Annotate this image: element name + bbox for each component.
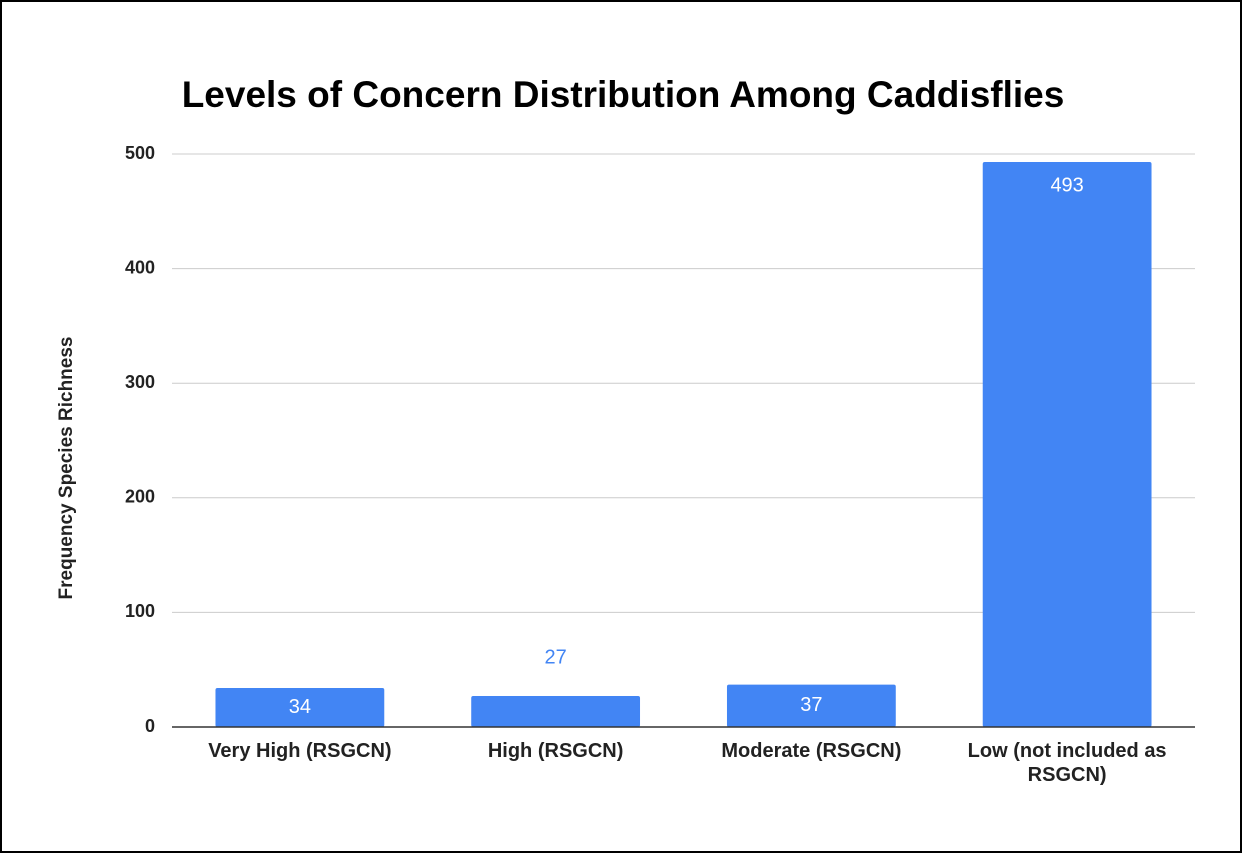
y-tick-label: 200: [125, 487, 155, 507]
bar: [471, 696, 641, 727]
x-tick-label: Moderate (RSGCN): [721, 740, 902, 762]
data-label: 37: [800, 694, 822, 716]
data-label: 34: [289, 696, 311, 718]
x-tick-label: High (RSGCN): [487, 740, 624, 762]
x-tick-label: Low (not included as RSGCN): [967, 740, 1167, 786]
y-tick-label: 0: [145, 716, 155, 736]
y-tick-label: 500: [125, 143, 155, 163]
bar: [726, 684, 896, 727]
bar: [982, 162, 1152, 728]
data-label: 493: [1050, 174, 1083, 196]
y-tick-label: 300: [125, 372, 155, 392]
y-tick-label: 100: [125, 601, 155, 621]
y-tick-label: 400: [125, 257, 155, 277]
y-axis-label: Frequency Species Richness: [56, 337, 77, 600]
chart-title: Levels of Concern Distribution Among Cad…: [182, 74, 1065, 115]
bar: [215, 688, 385, 727]
x-tick-label: Very High (RSGCN): [208, 740, 392, 762]
data-label: 27: [545, 646, 567, 668]
